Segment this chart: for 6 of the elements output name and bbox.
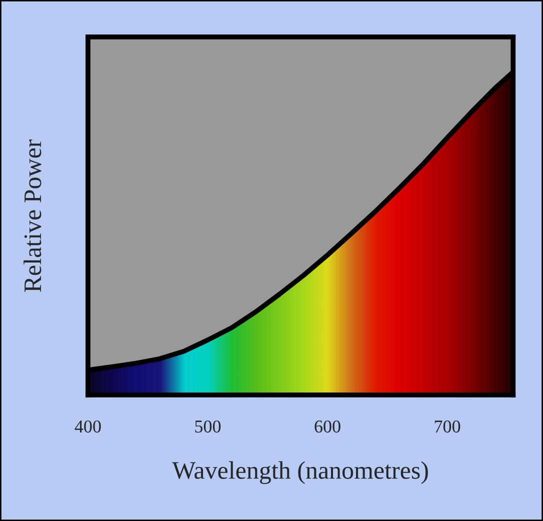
x-tick-label: 500 — [195, 420, 221, 433]
x-tick-label: 400 — [74, 420, 101, 433]
x-axis-title: Wavelength (nanometres) — [172, 461, 428, 484]
y-axis-title: Relative Power — [24, 139, 42, 292]
x-tick-label: 700 — [434, 420, 460, 433]
x-tick-label: 600 — [314, 420, 340, 433]
